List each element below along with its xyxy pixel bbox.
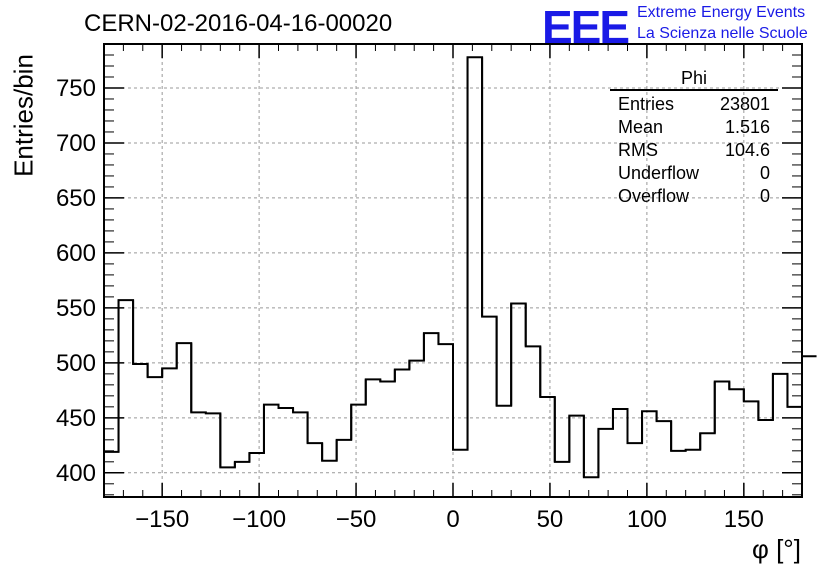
logo-line-1: Extreme Energy Events xyxy=(637,4,806,21)
stats-value: 23801 xyxy=(719,94,770,114)
y-axis-label: Entries/bin xyxy=(8,54,39,177)
histogram-outline xyxy=(104,56,817,479)
stats-value: 1.516 xyxy=(724,117,770,137)
x-tick-label: −100 xyxy=(232,506,286,533)
y-tick-label: 450 xyxy=(56,405,96,432)
x-tick-label: 0 xyxy=(446,506,459,533)
stats-value: 0 xyxy=(759,186,770,206)
stats-row-rms: RMS 104.6 xyxy=(610,139,778,162)
x-tick-label: 100 xyxy=(627,506,667,533)
y-tick-label: 650 xyxy=(56,185,96,212)
x-tick-label: 50 xyxy=(537,506,564,533)
x-tick-label: 150 xyxy=(724,506,764,533)
axis-tick-labels: −150 −100 −50 0 50 100 150 400 450 500 550 600 650 70… xyxy=(56,75,764,533)
stats-label: Entries xyxy=(618,94,675,114)
stats-label: RMS xyxy=(618,140,658,160)
stats-value: 0 xyxy=(759,163,770,183)
chart-title: CERN-02-2016-04-16-00020 xyxy=(84,10,393,37)
stats-title: Phi xyxy=(610,68,778,91)
y-tick-label: 550 xyxy=(56,295,96,322)
x-tick-label: −150 xyxy=(135,506,189,533)
x-axis-label: φ [°] xyxy=(752,534,801,564)
axis-ticks xyxy=(103,43,803,497)
stats-row-entries: Entries 23801 xyxy=(610,93,778,116)
logo-line-2: La Scienza nelle Scuole xyxy=(637,25,808,42)
stats-box: Phi Entries 23801 Mean 1.516 RMS 104.6 U… xyxy=(610,68,778,208)
y-tick-label: 400 xyxy=(56,460,96,487)
y-tick-label: 700 xyxy=(56,130,96,157)
stats-value: 104.6 xyxy=(724,140,770,160)
histogram-bars xyxy=(104,56,817,479)
stats-label: Underflow xyxy=(618,163,700,183)
stats-label: Mean xyxy=(618,117,664,137)
stats-row-underflow: Underflow 0 xyxy=(610,162,778,185)
y-tick-label: 750 xyxy=(56,75,96,102)
eee-logo: EEE xyxy=(542,1,630,53)
stats-row-mean: Mean 1.516 xyxy=(610,116,778,139)
x-tick-label: −50 xyxy=(336,506,377,533)
y-tick-label: 600 xyxy=(56,240,96,267)
stats-label: Overflow xyxy=(618,186,690,206)
stats-row-overflow: Overflow 0 xyxy=(610,185,778,208)
y-tick-label: 500 xyxy=(56,350,96,377)
